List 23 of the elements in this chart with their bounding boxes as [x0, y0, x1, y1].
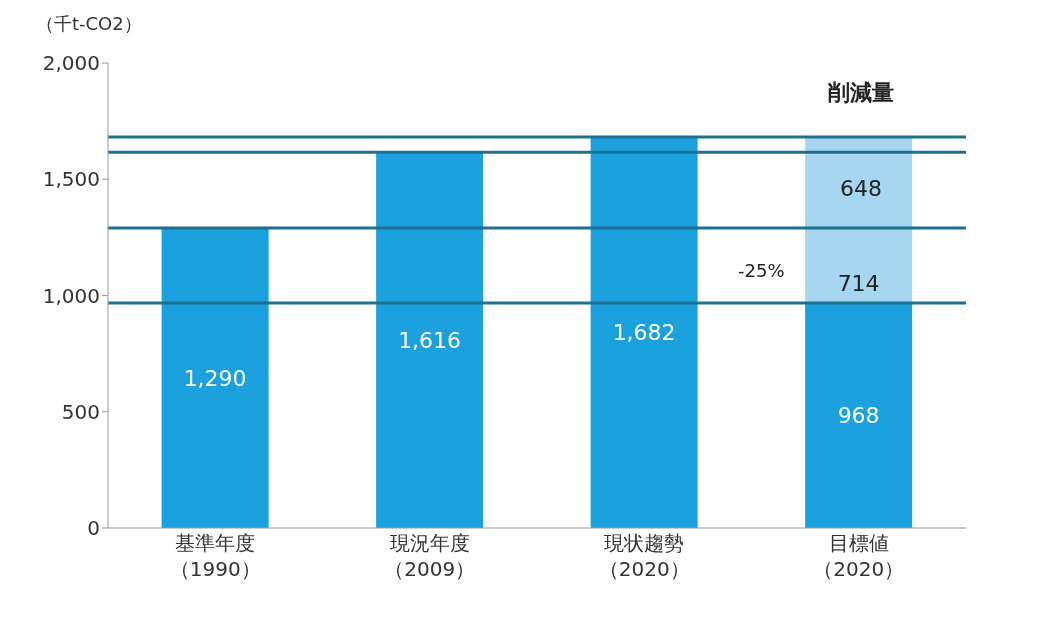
- data-label: 968: [837, 403, 880, 429]
- x-tick-label: 現状趨勢（2020）: [598, 531, 690, 581]
- x-tick-label: 基準年度（1990）: [169, 531, 261, 581]
- data-label: 1,682: [612, 320, 676, 346]
- data-label: 714: [837, 270, 880, 296]
- y-tick-label: 1,000: [42, 283, 100, 308]
- x-tick-label: 現況年度（2009）: [384, 531, 476, 581]
- x-tick-label: 目標値（2020）: [813, 531, 905, 581]
- data-label: 1,290: [183, 365, 247, 391]
- data-label: 1,616: [398, 327, 462, 353]
- bar: [376, 152, 484, 528]
- y-tick-label: 0: [87, 516, 100, 541]
- bar: [590, 136, 698, 528]
- annotation: -25%: [738, 260, 785, 281]
- bar: [805, 136, 913, 303]
- y-tick-label: 1,500: [42, 167, 100, 192]
- y-tick-label: 2,000: [42, 51, 100, 76]
- annotation: 削減量: [828, 79, 894, 107]
- y-axis-title: （千t-CO2）: [36, 12, 142, 36]
- bar: [805, 302, 913, 528]
- annotation: 648: [840, 176, 882, 201]
- bar: [161, 228, 269, 528]
- y-tick-label: 500: [61, 399, 100, 424]
